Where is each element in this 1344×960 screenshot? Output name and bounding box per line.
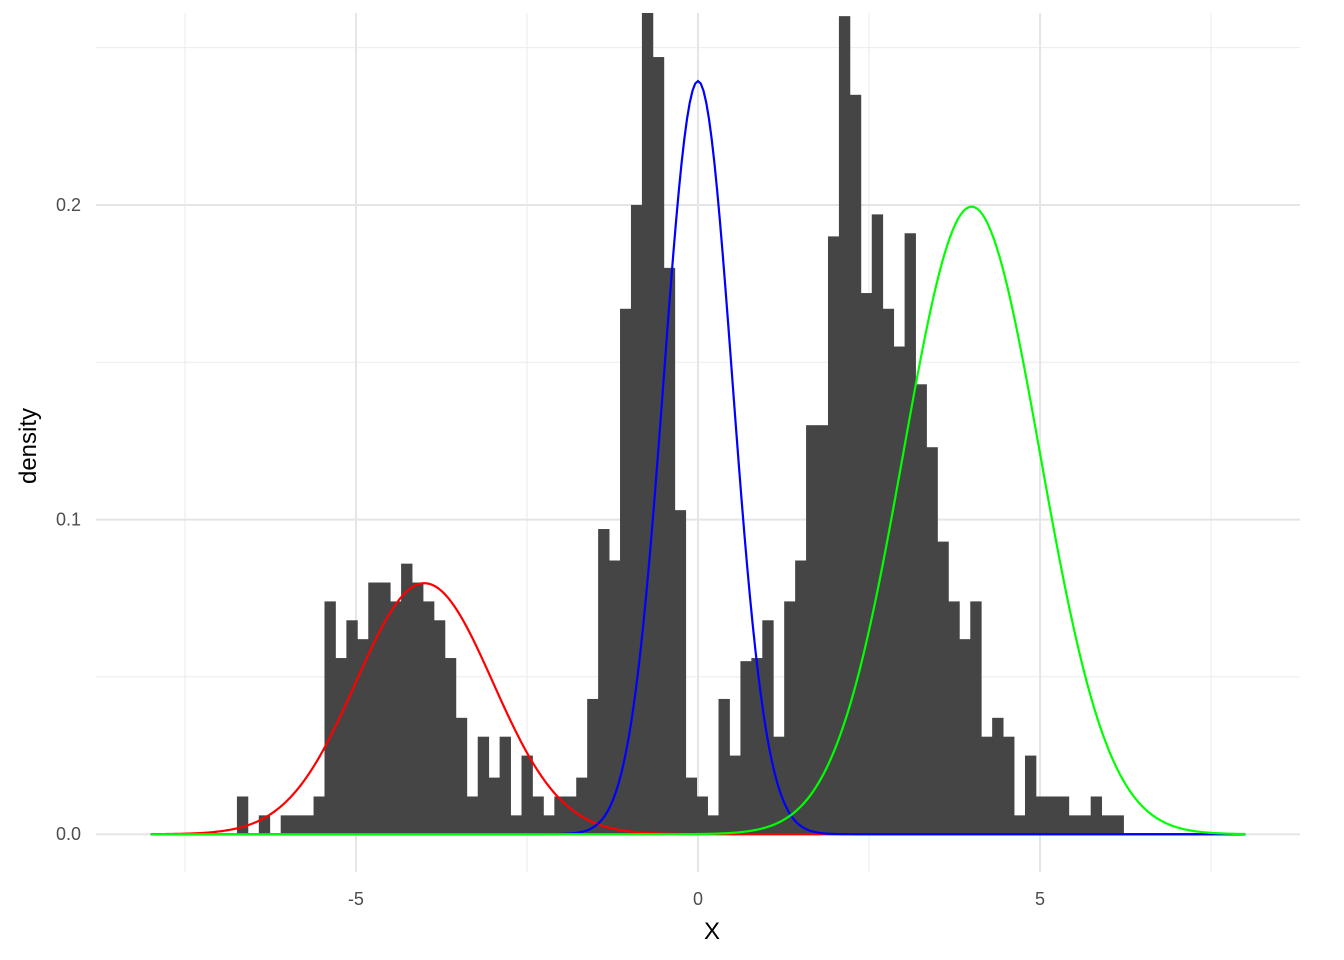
- tick-labels: -5 0 5 0.0 0.1 0.2: [56, 195, 1045, 909]
- histogram-bar: [521, 755, 533, 835]
- histogram-bar: [302, 815, 314, 835]
- histogram-bar: [466, 796, 479, 835]
- histogram-bar: [477, 736, 490, 835]
- histogram-bar: [401, 563, 413, 835]
- histogram-bar: [510, 815, 522, 835]
- histogram-bar: [707, 815, 719, 835]
- histogram-bar: [236, 796, 249, 835]
- histogram-bar: [1024, 755, 1037, 835]
- histogram-bar: [390, 601, 402, 835]
- histogram-bar: [280, 815, 293, 835]
- histogram-bar: [1090, 796, 1103, 835]
- histogram-bar: [674, 510, 687, 835]
- density-curves: [150, 79, 1246, 836]
- histogram-bar: [817, 425, 829, 835]
- histogram-bar: [1035, 796, 1048, 835]
- histogram-bar: [838, 16, 851, 835]
- x-tick-label: -5: [348, 889, 364, 909]
- histogram-bar: [696, 796, 708, 835]
- x-tick-label: 5: [1035, 889, 1045, 909]
- x-tick-label: 0: [693, 889, 703, 909]
- histogram-bar: [499, 736, 511, 835]
- histogram-bar: [258, 815, 271, 835]
- histogram-bar: [1057, 796, 1070, 835]
- histogram-bar: [751, 658, 763, 835]
- histogram-bar: [740, 661, 752, 835]
- histogram-bar: [1112, 815, 1124, 835]
- histogram-bar: [1046, 796, 1059, 835]
- histogram-bar: [937, 541, 949, 835]
- histogram-bar: [455, 717, 468, 835]
- major-gridlines: [96, 13, 1300, 872]
- histogram-bar: [587, 698, 599, 835]
- histogram-bar: [543, 815, 555, 835]
- histogram-bar: [663, 267, 676, 835]
- histogram-bar: [992, 717, 1004, 835]
- histogram-bar: [444, 658, 457, 835]
- histogram-bar: [412, 582, 424, 835]
- histogram-bar: [827, 236, 840, 835]
- histogram-bar: [1003, 736, 1015, 835]
- histogram-bar: [926, 447, 938, 835]
- histogram-bar: [729, 755, 741, 835]
- y-axis-title: density: [15, 408, 42, 484]
- histogram-bars: [236, 13, 1124, 835]
- y-tick-label: 0.2: [56, 195, 81, 215]
- histogram-bar: [368, 582, 380, 835]
- histogram-bar: [981, 736, 993, 835]
- histogram-bar: [532, 796, 544, 835]
- histogram-bar: [554, 796, 566, 835]
- histogram-bar: [1014, 815, 1026, 835]
- histogram-bar: [598, 529, 610, 835]
- histogram-bar: [915, 384, 927, 835]
- histogram-bar: [488, 777, 501, 835]
- histogram-bar: [1101, 815, 1113, 835]
- histogram-bar: [379, 582, 391, 835]
- histogram-bar: [904, 233, 916, 835]
- histogram-bar: [313, 796, 325, 835]
- histogram-bar: [641, 13, 654, 835]
- histogram-bar: [576, 777, 588, 835]
- histogram-bar: [784, 601, 796, 835]
- histogram-bar: [357, 639, 369, 835]
- histogram-bar: [1079, 815, 1092, 835]
- histogram-bar: [948, 601, 960, 835]
- density-curve-2: [150, 205, 1246, 836]
- histogram-bar: [565, 796, 577, 835]
- y-tick-label: 0.1: [56, 510, 81, 530]
- histogram-bar: [882, 308, 895, 835]
- histogram-bar: [685, 777, 698, 835]
- histogram-bar: [346, 620, 358, 835]
- histogram-bar: [795, 560, 807, 835]
- histogram-bar: [893, 346, 905, 835]
- x-axis-title: X: [704, 918, 720, 945]
- histogram-bar: [970, 601, 982, 835]
- histogram-bar: [849, 94, 862, 835]
- histogram-bar: [335, 658, 347, 835]
- histogram-bar: [630, 204, 643, 835]
- histogram-bar: [762, 620, 774, 835]
- histogram-bar: [433, 620, 446, 835]
- histogram-bar: [291, 815, 303, 835]
- histogram-bar: [324, 601, 336, 835]
- histogram-bar: [860, 293, 873, 835]
- histogram-bar: [1068, 815, 1081, 835]
- histogram-bar: [959, 639, 971, 835]
- histogram-bar: [422, 601, 435, 835]
- y-tick-label: 0.0: [56, 824, 81, 844]
- histogram-bar: [620, 308, 632, 835]
- histogram-bar: [609, 560, 621, 835]
- histogram-bar: [806, 425, 818, 835]
- histogram-bar: [871, 214, 884, 835]
- histogram-bar: [718, 698, 730, 835]
